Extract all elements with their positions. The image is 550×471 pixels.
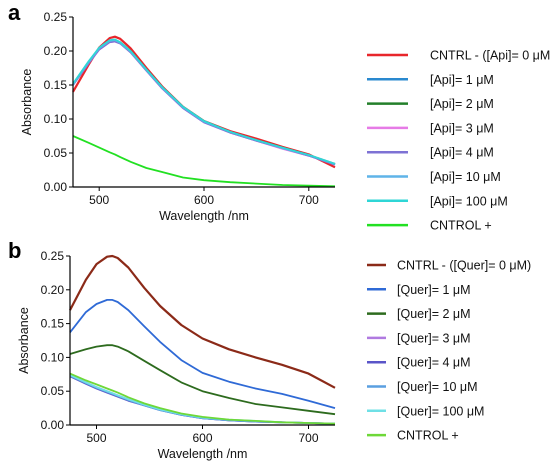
panel-a-series-line-7 [72,135,336,188]
panel-a-series-line-2 [72,39,336,165]
panel-a-series-line-4 [72,40,336,166]
panel-a-y-axis-label: Absorbance [20,69,34,136]
panel-b-legend-label-0: CNTRL - ([Quer]= 0 μM) [397,259,531,273]
panel-a-y-tick-label-4: 0.20 [44,44,68,58]
panel-b-legend-label-5: [Quer]= 10 μM [397,380,478,394]
panel-b-y-axis-label: Absorbance [17,307,31,374]
panel-b-series-line-2 [69,344,336,416]
panel-b-series-line-0 [69,254,336,389]
panel-a-y-tick-label-3: 0.15 [44,78,68,92]
panel-a-y-tick-label-0: 0.00 [44,180,68,194]
panel-b-letter: b [8,238,21,263]
panel-a-legend-label-4: [Api]= 4 μM [430,146,494,160]
panel-a-series-line-5 [72,39,336,165]
panel-a-legend-label-6: [Api]= 100 μM [430,194,508,208]
panel-b-series-line-7 [69,372,336,425]
panel-b-x-tick-label-2: 700 [298,431,318,445]
panel-a-x-tick-label-1: 600 [194,193,214,207]
panel-a-series-line-6 [72,38,336,165]
panel-b-y-tick-label-5: 0.25 [41,249,65,263]
panel-a-legend-label-7: CNTROL + [430,219,492,233]
panel-b-x-tick-label-1: 600 [192,431,212,445]
panel-a-series-line-1 [72,39,336,166]
panel-b-legend-label-1: [Quer]= 1 μM [397,283,471,297]
panel-a-legend-label-5: [Api]= 10 μM [430,170,501,184]
panel-b-legend-label-4: [Quer]= 4 μM [397,356,471,370]
panel-a-series-line-3 [72,40,336,166]
panel-a-series-line-0 [72,35,336,169]
panel-a-x-tick-label-2: 700 [299,193,319,207]
panel-b-legend-label-2: [Quer]= 2 μM [397,307,471,321]
panel-a-letter: a [8,0,21,25]
panel-a-legend-label-2: [Api]= 2 μM [430,97,494,111]
panel-a-legend-label-1: [Api]= 1 μM [430,73,494,87]
panel-a-y-tick-label-2: 0.10 [44,112,68,126]
panel-b-legend-label-7: CNTROL + [397,429,459,443]
panel-b-y-tick-label-3: 0.15 [41,317,65,331]
panel-b-legend-label-3: [Quer]= 3 μM [397,331,471,345]
panel-b-series-line-1 [69,298,336,409]
panel-b-y-tick-label-2: 0.10 [41,350,65,364]
panel-a-legend-label-3: [Api]= 3 μM [430,121,494,135]
panel-a-legend-label-0: CNTRL - ([Api]= 0 μM) [430,49,550,63]
panel-b-y-tick-label-1: 0.05 [41,384,65,398]
panel-a-x-tick-label-0: 500 [89,193,109,207]
panel-b-y-tick-label-0: 0.00 [41,418,65,432]
panel-a-y-tick-label-5: 0.25 [44,10,68,24]
panel-b-legend-label-6: [Quer]= 100 μM [397,404,484,418]
panel-a-x-axis-label: Wavelength /nm [159,209,249,223]
panel-b-y-tick-label-4: 0.20 [41,283,65,297]
panel-b-x-tick-label-0: 500 [86,431,106,445]
panel-a-y-tick-label-1: 0.05 [44,146,68,160]
panel-b-x-axis-label: Wavelength /nm [158,447,248,461]
